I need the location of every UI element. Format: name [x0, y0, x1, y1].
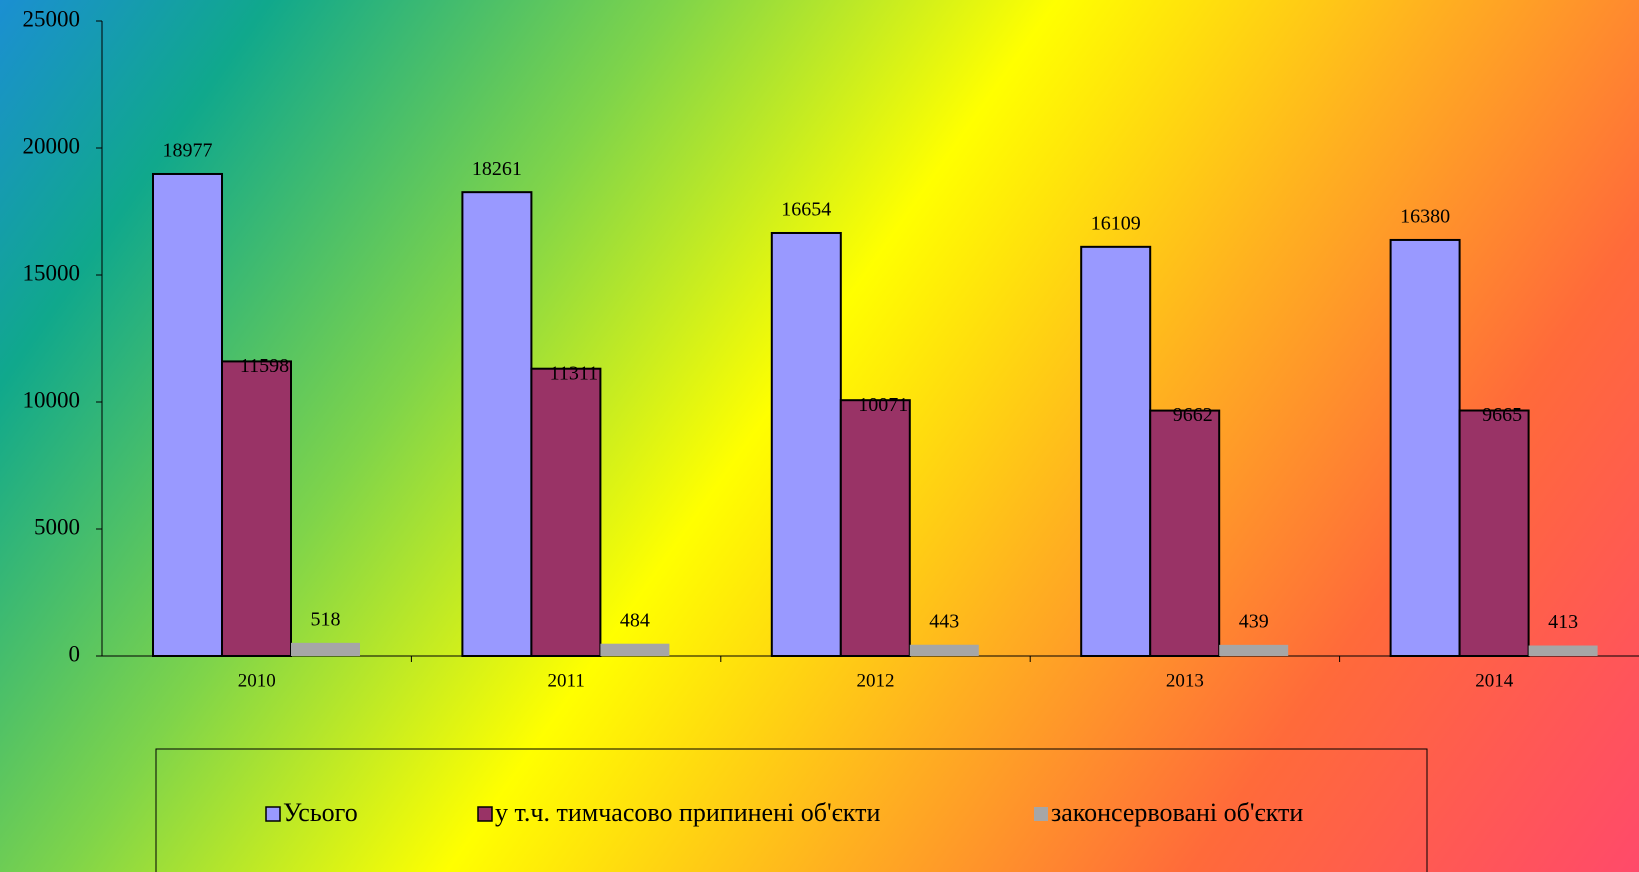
y-tick-label: 0 [69, 641, 81, 666]
legend-label: Усього [283, 798, 358, 827]
legend-swatch [1034, 807, 1048, 821]
legend-box [155, 748, 1428, 872]
value-label: 443 [929, 610, 959, 632]
value-label: 10071 [858, 394, 908, 416]
value-label: 518 [311, 608, 341, 630]
x-tick-label: 2014 [1475, 670, 1514, 691]
value-label: 11598 [240, 355, 289, 377]
bar [770, 231, 842, 657]
legend-swatch [477, 806, 493, 822]
bar [1149, 409, 1221, 657]
bar [1219, 644, 1289, 656]
value-label: 439 [1239, 610, 1269, 632]
bar [909, 644, 979, 656]
bar [600, 643, 670, 656]
bar [530, 367, 602, 657]
value-label: 16654 [781, 199, 831, 221]
bar [152, 172, 223, 658]
bar [1528, 645, 1598, 656]
bar [221, 360, 292, 657]
value-label: 11311 [550, 362, 599, 384]
y-tick-label: 15000 [23, 260, 81, 285]
legend-label: законсервовані об'єкти [1051, 798, 1303, 827]
y-tick-label: 20000 [23, 133, 81, 158]
value-label: 18977 [163, 140, 213, 162]
x-tick-label: 2010 [238, 670, 276, 691]
bar [1389, 238, 1461, 657]
value-label: 18261 [472, 158, 522, 180]
bar [1458, 409, 1530, 657]
x-tick-label: 2011 [547, 670, 584, 691]
value-label: 413 [1548, 611, 1578, 633]
value-label: 9665 [1482, 404, 1522, 426]
bar [291, 642, 360, 656]
value-label: 16380 [1400, 206, 1450, 228]
x-tick-label: 2012 [857, 670, 895, 691]
value-label: 484 [620, 609, 650, 631]
value-label: 9662 [1173, 404, 1213, 426]
value-label: 16109 [1091, 212, 1141, 234]
legend-label: у т.ч. тимчасово припинені об'єкти [495, 798, 880, 827]
bar [1080, 245, 1152, 658]
x-tick-label: 2013 [1166, 670, 1204, 691]
y-tick-label: 10000 [23, 387, 81, 412]
y-tick-label: 5000 [34, 514, 80, 539]
bar [839, 399, 911, 657]
bar [461, 191, 533, 657]
legend-swatch [265, 806, 281, 822]
y-tick-label: 25000 [23, 6, 81, 31]
